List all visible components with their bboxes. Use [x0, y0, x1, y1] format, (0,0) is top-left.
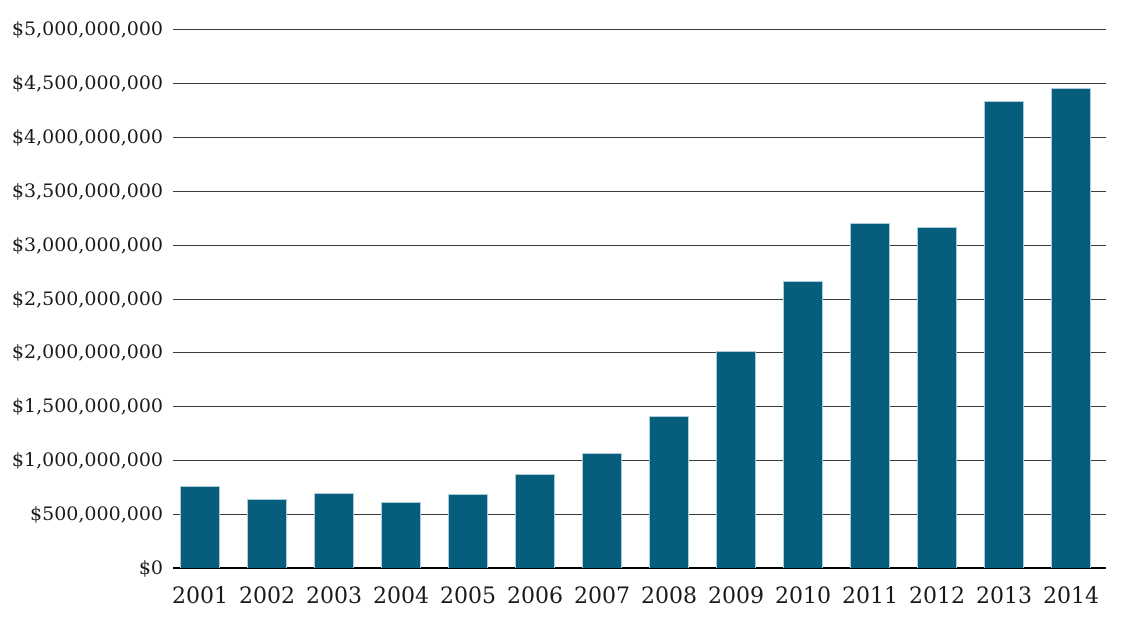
bar-2012 [917, 227, 957, 568]
x-tick-label: 2014 [1043, 584, 1099, 609]
x-tick-label: 2004 [373, 584, 429, 609]
x-tick-label: 2011 [842, 584, 898, 609]
bar-2010 [783, 281, 823, 568]
bar-2003 [314, 493, 354, 568]
bar-2011 [850, 223, 890, 568]
gridline [173, 29, 1106, 30]
x-tick-label: 2003 [306, 584, 362, 609]
x-tick-label: 2009 [708, 584, 764, 609]
bar-2014 [1051, 88, 1091, 568]
y-tick-label: $2,500,000,000 [11, 287, 163, 310]
x-tick-label: 2010 [775, 584, 831, 609]
x-axis-line [173, 567, 1106, 569]
bar-2002 [247, 499, 287, 568]
y-tick-label: $1,000,000,000 [11, 449, 163, 472]
y-tick-label: $3,000,000,000 [11, 233, 163, 256]
y-tick-label: $2,000,000,000 [11, 341, 163, 364]
x-tick-label: 2001 [172, 584, 228, 609]
gridline [173, 352, 1106, 354]
x-tick-label: 2002 [239, 584, 295, 609]
gridline [173, 514, 1106, 516]
x-tick-label: 2012 [909, 584, 965, 609]
y-tick-label: $5,000,000,000 [11, 18, 163, 40]
bar-2007 [582, 453, 622, 568]
gridline [173, 82, 1106, 84]
x-tick-label: 2008 [641, 584, 697, 609]
y-tick-label: $3,500,000,000 [11, 179, 163, 202]
bar-2005 [448, 494, 488, 568]
y-tick-label: $0 [138, 557, 163, 579]
x-tick-label: 2007 [574, 584, 630, 609]
gridline [173, 136, 1106, 138]
y-tick-label: $4,000,000,000 [11, 125, 163, 148]
gridline [173, 298, 1106, 300]
y-tick-label: $1,500,000,000 [11, 395, 163, 418]
x-tick-label: 2006 [507, 584, 563, 609]
bar-2004 [381, 502, 421, 568]
gridline [173, 190, 1106, 192]
bar-2001 [180, 486, 220, 568]
bar-2008 [649, 416, 689, 568]
x-tick-label: 2013 [976, 584, 1032, 609]
bar-2006 [515, 474, 555, 568]
bar-2013 [984, 101, 1024, 568]
gridline [173, 460, 1106, 462]
y-tick-label: $4,500,000,000 [11, 71, 163, 94]
gridline [173, 244, 1106, 246]
gridline [173, 406, 1106, 408]
y-tick-label: $500,000,000 [30, 503, 163, 526]
x-tick-label: 2005 [440, 584, 496, 609]
bar-2009 [716, 351, 756, 568]
